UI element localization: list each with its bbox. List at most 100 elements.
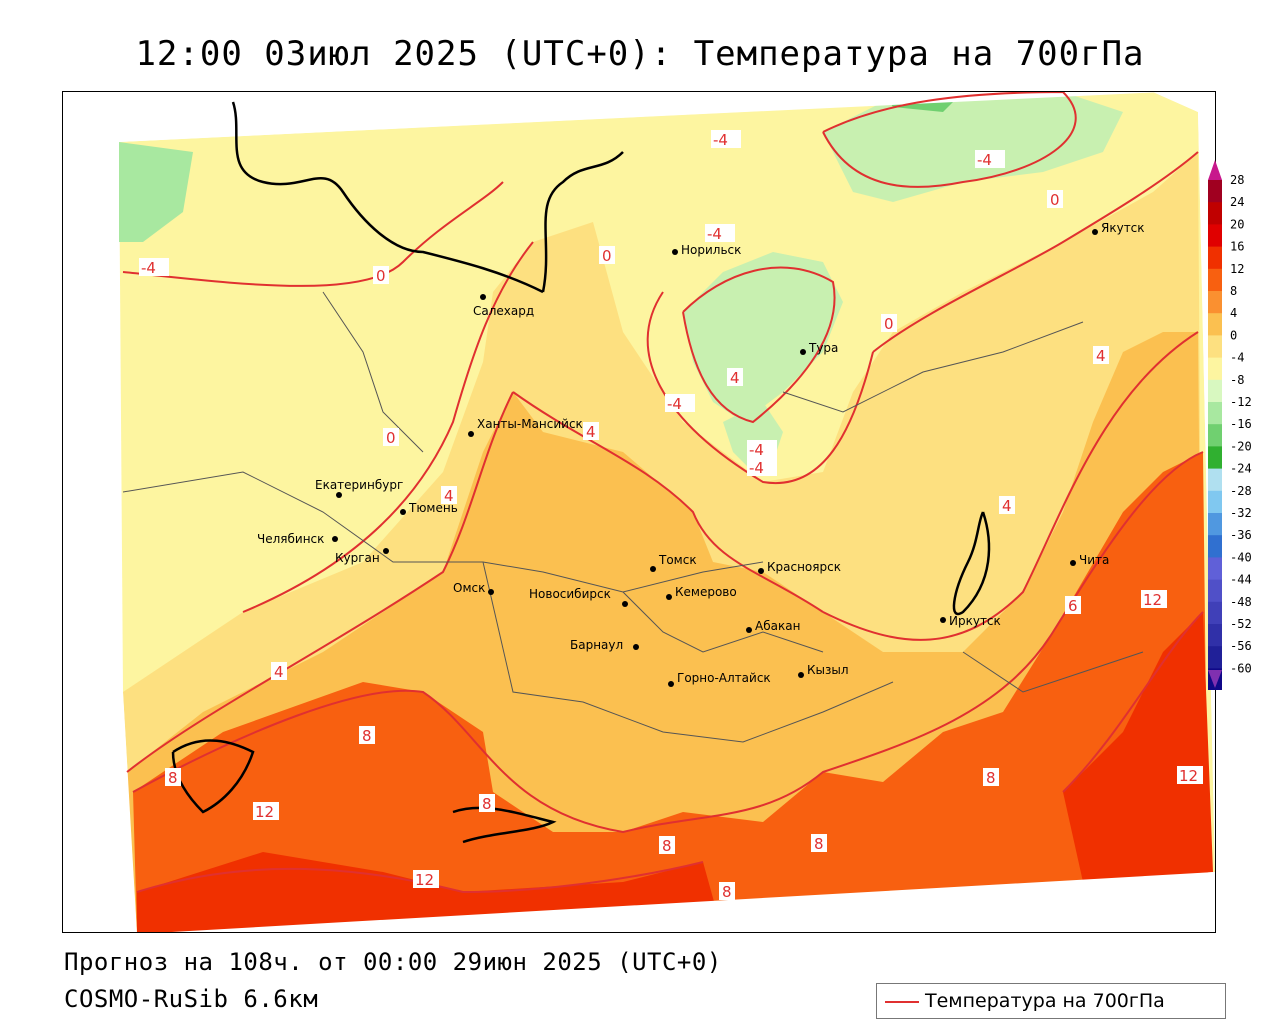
svg-text:Кызыл: Кызыл: [807, 663, 849, 677]
city-irkutsk[interactable]: Иркутск: [940, 614, 1001, 628]
iso-label: 4: [271, 662, 287, 681]
colorbar-block: [1208, 468, 1222, 492]
city-tura[interactable]: Тура: [800, 341, 838, 355]
city-gorno-altaysk[interactable]: Горно-Алтайск: [668, 671, 771, 687]
iso-label: 12: [1177, 766, 1203, 785]
isotherm-4-west: [126, 391, 514, 773]
cities: Якутск Норильск Салехард Тура Ханты-Манс…: [257, 221, 1145, 687]
city-norilsk[interactable]: Норильск: [672, 243, 741, 257]
isotherm-12-south: [136, 861, 704, 894]
colorbar-block: [1208, 291, 1222, 314]
svg-text:-4: -4: [141, 259, 156, 277]
colorbar-block: [1208, 402, 1222, 425]
city-khanty-mansiysk[interactable]: Ханты-Мансийск: [468, 417, 583, 437]
legend-line-swatch: [885, 1001, 919, 1003]
colorbar-block: [1208, 424, 1222, 447]
city-salekhard[interactable]: Салехард: [473, 294, 534, 318]
city-yekaterinburg[interactable]: Екатеринбург: [315, 478, 403, 498]
svg-text:4: 4: [274, 663, 284, 681]
cold-area-west: [119, 142, 193, 242]
isotherm-0-putorana: [646, 291, 874, 485]
city-kemerovo[interactable]: Кемерово: [666, 585, 737, 600]
colorbar-top-arrow: [1208, 160, 1222, 180]
colorbar-block: [1208, 490, 1222, 514]
svg-text:8: 8: [986, 769, 996, 787]
svg-text:-4: -4: [667, 395, 682, 413]
colorbar-tick-label: -20: [1230, 439, 1252, 453]
iso-label: 0: [373, 266, 389, 285]
iso-label: -4: [975, 150, 1005, 169]
city-kurgan[interactable]: Курган: [335, 548, 389, 565]
temperature-map: Якутск Норильск Салехард Тура Ханты-Манс…: [63, 92, 1215, 932]
svg-text:Иркутск: Иркутск: [949, 614, 1001, 628]
svg-text:0: 0: [376, 267, 386, 285]
svg-text:-4: -4: [749, 459, 764, 477]
colorbar-block: [1208, 579, 1222, 603]
border-line-e: [962, 651, 1144, 693]
iso-label: 0: [1047, 190, 1063, 209]
svg-text:Абакан: Абакан: [755, 619, 800, 633]
coast-aral: [171, 739, 255, 814]
city-kyzyl[interactable]: Кызыл: [798, 663, 849, 678]
svg-text:-4: -4: [749, 441, 764, 459]
colorbar-block: [1208, 624, 1222, 647]
svg-text:4: 4: [1002, 497, 1012, 515]
isotherm-neg4-north: [822, 92, 1077, 188]
iso-label: 8: [983, 768, 999, 787]
colorbar-block: [1208, 513, 1222, 536]
city-yakutsk[interactable]: Якутск: [1092, 221, 1145, 235]
iso-label: 8: [811, 834, 827, 853]
border-line-b: [482, 561, 894, 743]
city-abakan[interactable]: Абакан: [746, 619, 800, 633]
city-chita[interactable]: Чита: [1070, 553, 1109, 567]
svg-text:Чита: Чита: [1079, 553, 1109, 567]
city-krasnoyarsk[interactable]: Красноярск: [758, 560, 841, 574]
city-barnaul[interactable]: Барнаул: [570, 638, 639, 652]
city-novosibirsk[interactable]: Новосибирск: [529, 587, 628, 607]
city-omsk[interactable]: Омск: [453, 581, 494, 595]
svg-text:8: 8: [362, 727, 372, 745]
city-tomsk[interactable]: Томск: [650, 553, 697, 572]
svg-text:Челябинск: Челябинск: [257, 532, 324, 546]
border-line-c: [782, 321, 1084, 413]
colorbar-tick-label: 16: [1230, 240, 1244, 254]
colorbar-block: [1208, 646, 1222, 669]
outside-domain-ne: [1153, 92, 1215, 872]
colorbar-tick-label: 0: [1230, 328, 1237, 342]
svg-text:Якутск: Якутск: [1101, 221, 1145, 235]
svg-text:12: 12: [255, 803, 274, 821]
svg-text:0: 0: [1050, 191, 1060, 209]
city-tyumen[interactable]: Тюмень: [400, 501, 458, 515]
colorbar-block: [1208, 357, 1222, 381]
colorbar-tick-label: -12: [1230, 395, 1252, 409]
iso-label: 8: [659, 836, 675, 855]
svg-text:0: 0: [602, 247, 612, 265]
isotherm-neg4-putorana: [682, 266, 836, 424]
coast-gydan: [541, 151, 624, 293]
isotherm-12-east: [1062, 611, 1204, 793]
iso-label: 8: [165, 768, 181, 787]
map-area[interactable]: Якутск Норильск Салехард Тура Ханты-Манс…: [62, 91, 1216, 933]
svg-text:Салехард: Салехард: [473, 304, 534, 318]
svg-text:Красноярск: Красноярск: [767, 560, 841, 574]
model-info: COSMO-RuSib 6.6км: [64, 985, 319, 1013]
iso-label: 8: [359, 726, 375, 745]
legend-box: Температура на 700гПа: [876, 983, 1226, 1019]
colorbar-labels: 28 24 20 16 12 8 4 0 -4 -8 -12 -16 -20 -24 -28 -32 -36 -4…: [1230, 173, 1252, 675]
svg-text:-4: -4: [977, 151, 992, 169]
cold-area-putorana: [683, 252, 843, 422]
svg-text:Омск: Омск: [453, 581, 485, 595]
svg-text:-4: -4: [713, 131, 728, 149]
svg-text:12: 12: [415, 871, 434, 889]
colorbar-blocks: [1208, 180, 1222, 690]
colorbar-block: [1208, 601, 1222, 625]
iso-label: 4: [441, 486, 457, 505]
border-line-f: [322, 291, 424, 453]
colorbar-tick-label: -16: [1230, 417, 1252, 431]
svg-text:8: 8: [814, 835, 824, 853]
colorbar-tick-label: 24: [1230, 195, 1244, 209]
colorbar-block: [1208, 535, 1222, 558]
city-chelyabinsk[interactable]: Челябинск: [257, 532, 338, 546]
outside-domain-sw: [63, 652, 137, 932]
iso-label: 4: [999, 496, 1015, 515]
